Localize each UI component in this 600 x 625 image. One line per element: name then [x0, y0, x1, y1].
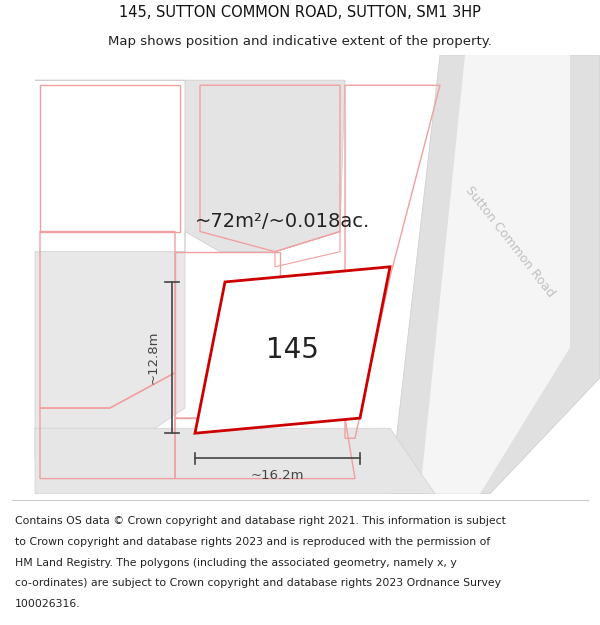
Polygon shape: [35, 80, 345, 252]
Text: 145, SUTTON COMMON ROAD, SUTTON, SM1 3HP: 145, SUTTON COMMON ROAD, SUTTON, SM1 3HP: [119, 4, 481, 19]
Text: Contains OS data © Crown copyright and database right 2021. This information is : Contains OS data © Crown copyright and d…: [15, 516, 506, 526]
Polygon shape: [420, 55, 570, 494]
Text: 145: 145: [266, 336, 319, 364]
Text: co-ordinates) are subject to Crown copyright and database rights 2023 Ordnance S: co-ordinates) are subject to Crown copyr…: [15, 578, 501, 588]
Text: HM Land Registry. The polygons (including the associated geometry, namely x, y: HM Land Registry. The polygons (includin…: [15, 558, 457, 568]
Text: ~16.2m: ~16.2m: [251, 469, 304, 482]
Text: ~72m²/~0.018ac.: ~72m²/~0.018ac.: [195, 212, 370, 231]
Text: Map shows position and indicative extent of the property.: Map shows position and indicative extent…: [108, 35, 492, 48]
Text: to Crown copyright and database rights 2023 and is reproduced with the permissio: to Crown copyright and database rights 2…: [15, 537, 490, 547]
Polygon shape: [390, 55, 600, 494]
Text: ~12.8m: ~12.8m: [146, 331, 160, 384]
Text: 100026316.: 100026316.: [15, 599, 80, 609]
Polygon shape: [35, 231, 185, 459]
Polygon shape: [195, 267, 390, 433]
Text: Sutton Common Road: Sutton Common Road: [463, 184, 557, 299]
Polygon shape: [35, 428, 435, 494]
